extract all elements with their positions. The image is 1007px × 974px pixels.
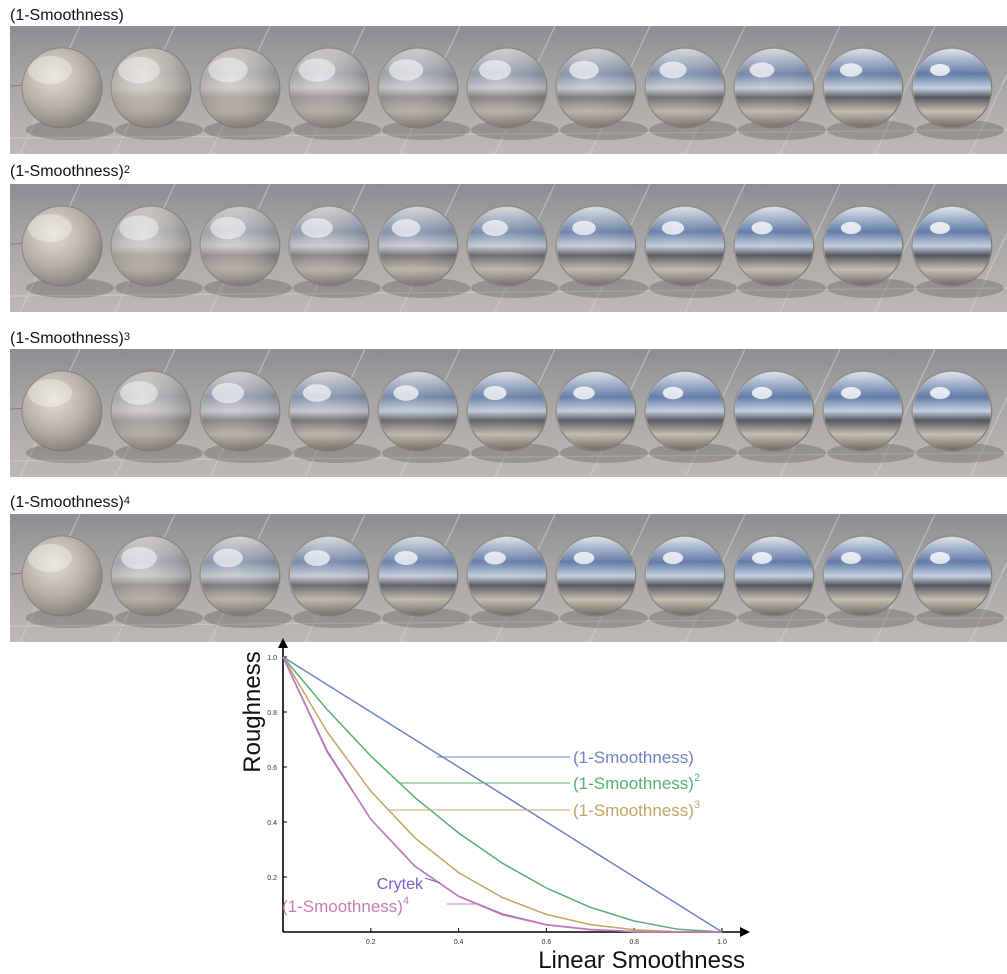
row-label-2: (1-Smoothness)2 (10, 163, 130, 180)
x-axis-label: Linear Smoothness (538, 947, 745, 974)
y-axis-label: Roughness (239, 651, 266, 772)
y-tick-label: 0.4 (267, 820, 277, 827)
y-tick-label: 0.2 (267, 875, 277, 882)
x-tick-label: 0.8 (629, 939, 639, 946)
series-label-4: Crytek (377, 876, 424, 893)
x-tick-label: 0.2 (366, 939, 376, 946)
series-label-5: (1-Smoothness)4 (282, 895, 409, 916)
row-label-3: (1-Smoothness)3 (10, 330, 130, 347)
series-label-3: (1-Smoothness)3 (573, 799, 700, 820)
y-tick-label: 1.0 (267, 655, 277, 662)
series-line-1 (282, 656, 723, 933)
x-tick-label: 1.0 (717, 939, 727, 946)
x-tick-label: 0.4 (454, 939, 464, 946)
series-label-1: (1-Smoothness) (573, 748, 694, 767)
series-line-3 (282, 656, 723, 933)
series-line-5 (282, 656, 722, 933)
row-label-1: (1-Smoothness) (10, 7, 124, 24)
sphere-strip-2 (10, 184, 1007, 312)
y-tick-label: 0.6 (267, 765, 277, 772)
leader-line (424, 877, 441, 884)
y-tick-label: 0.8 (267, 710, 277, 717)
sphere-strip-3 (10, 349, 1007, 477)
sphere-strip-1 (10, 26, 1007, 154)
series-line-2 (282, 656, 723, 933)
sphere-strip-4 (10, 514, 1007, 642)
row-label-4: (1-Smoothness)4 (10, 494, 130, 511)
series-label-2: (1-Smoothness)2 (573, 772, 700, 793)
x-tick-label: 0.6 (542, 939, 552, 946)
